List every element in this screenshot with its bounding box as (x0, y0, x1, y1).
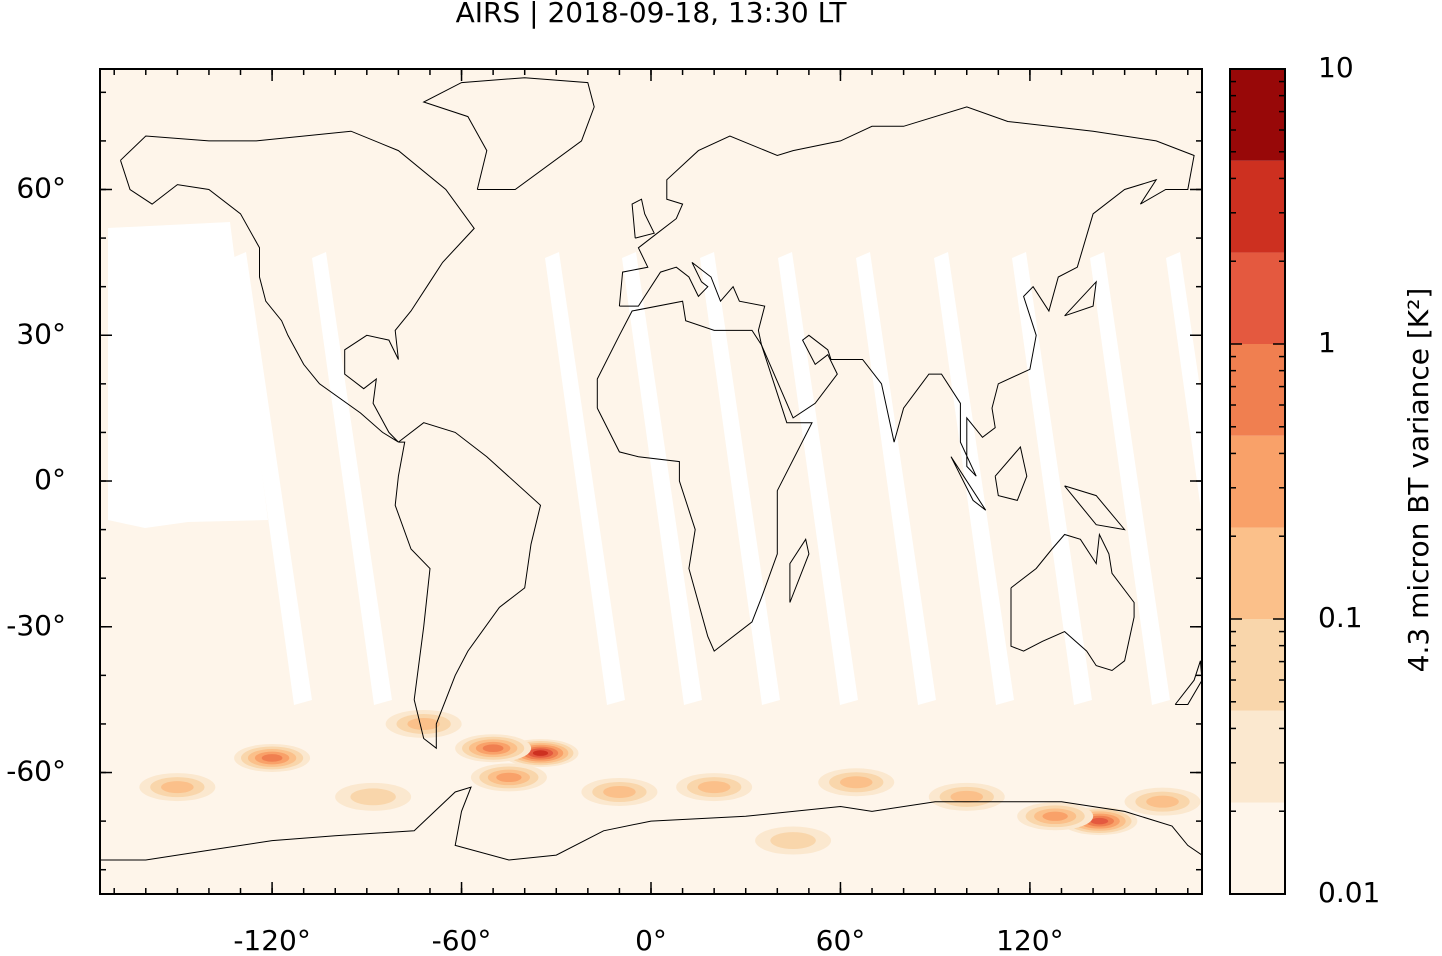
colorbar-band (1230, 527, 1285, 619)
colorbar-frame (1229, 68, 1286, 895)
swath-gap (1166, 252, 1202, 518)
variance-patch (407, 717, 440, 730)
swath-gap (622, 252, 702, 705)
variance-patch (1146, 795, 1179, 808)
swath-gap (1012, 252, 1092, 705)
variance-patch (839, 776, 873, 789)
swath-gap (700, 252, 780, 705)
colorbar-label: 4.3 micron BT variance [K²] (1402, 288, 1435, 673)
swath-gap (232, 252, 312, 705)
y-tick-label: 30° (16, 317, 66, 350)
chart-title: AIRS | 2018-09-18, 13:30 LT (456, 0, 848, 29)
variance-patch (261, 754, 283, 762)
coastline (596, 300, 813, 652)
coastline (1010, 532, 1135, 672)
swath-gap (778, 252, 858, 705)
variance-patch (697, 781, 731, 794)
y-tick-label: -60° (6, 755, 66, 788)
coastline (1064, 485, 1126, 531)
variance-patch (603, 785, 636, 798)
variance-patch (1090, 817, 1109, 825)
swath-gap (545, 252, 625, 705)
variance-patch (1042, 811, 1068, 821)
coastline (950, 456, 987, 511)
variance-patch (161, 781, 194, 794)
y-tick-label: 0° (34, 463, 66, 496)
swath-gap (934, 252, 1014, 705)
coastline (631, 198, 655, 239)
coastline (1064, 280, 1097, 317)
x-tick-label: -120° (233, 924, 311, 956)
variance-patch (532, 750, 549, 756)
colorbar-band (1230, 160, 1285, 253)
colorbar-band (1230, 435, 1285, 528)
colorbar-tick-label: 10 (1318, 51, 1354, 84)
variance-patch (350, 788, 396, 806)
coastline (100, 786, 1202, 861)
swath-gap (312, 252, 392, 705)
y-tick-label: -30° (6, 609, 66, 642)
colorbar: 0.01 0.1 1 10 (1229, 51, 1380, 909)
coastline (789, 538, 810, 603)
coastline (422, 77, 595, 190)
x-tick-label: -60° (432, 924, 492, 956)
colorbar-band (1230, 710, 1285, 803)
colorbar-band (1230, 802, 1285, 894)
variance-patch (482, 744, 504, 753)
y-tick-label: 60° (16, 171, 66, 204)
coastline (994, 445, 1028, 501)
variance-patch (496, 772, 522, 783)
colorbar-band (1230, 619, 1285, 711)
coastline (394, 422, 542, 750)
colorbar-band (1230, 69, 1285, 161)
colorbar-tick-label: 0.1 (1318, 601, 1363, 634)
axes: -120° -60° 0° 60° 120° -60° -30° 0° 30° 60° (6, 68, 1203, 956)
coastline (120, 130, 475, 443)
map-area (100, 69, 1202, 894)
x-tick-label: 60° (816, 924, 866, 956)
swath-gap (856, 252, 936, 705)
variance-patch (950, 790, 984, 803)
colorbar-tick-label: 0.01 (1318, 876, 1380, 909)
swath-gap (1090, 252, 1170, 705)
x-tick-label: 120° (996, 924, 1063, 956)
variance-patch (770, 832, 816, 849)
colorbar-band (1230, 344, 1285, 436)
colorbar-band (1230, 252, 1285, 344)
x-tick-label: 0° (635, 924, 667, 956)
swath-gap (108, 222, 268, 528)
coastline (618, 106, 1195, 477)
colorbar-tick-label: 1 (1318, 326, 1336, 359)
